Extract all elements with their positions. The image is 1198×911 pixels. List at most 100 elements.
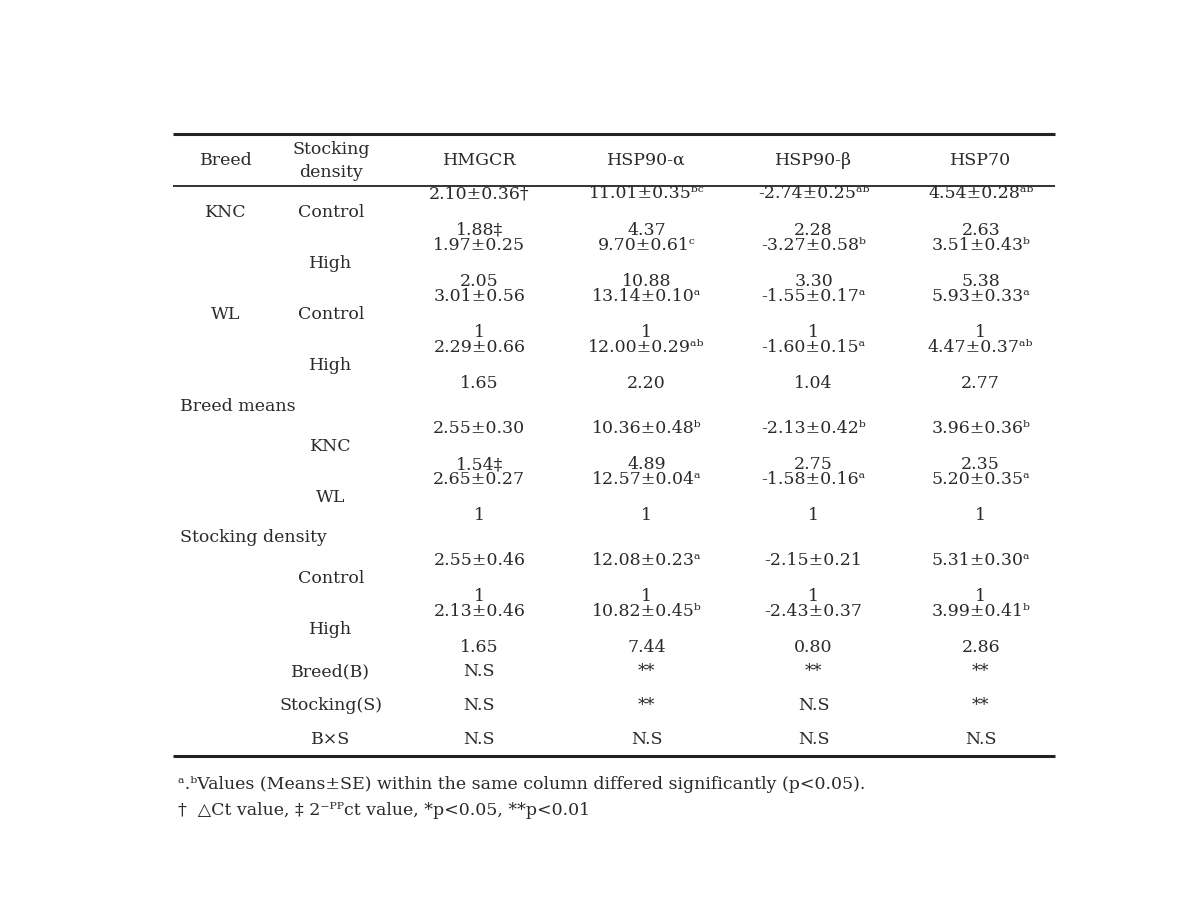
Text: 1.04: 1.04 [794,375,833,393]
Text: 1: 1 [474,507,485,525]
Text: 4.89: 4.89 [628,456,666,473]
Text: Stocking(S): Stocking(S) [279,697,382,714]
Text: 2.77: 2.77 [961,375,1000,393]
Text: **: ** [637,697,655,714]
Text: 1: 1 [641,324,652,342]
Text: 1.65: 1.65 [460,375,498,393]
Text: 11.01±0.35ᵇᶜ: 11.01±0.35ᵇᶜ [588,185,704,202]
Text: 2.35: 2.35 [961,456,1000,473]
Text: **: ** [637,663,655,681]
Text: 2.55±0.46: 2.55±0.46 [434,551,526,568]
Text: N.S: N.S [630,731,662,748]
Text: 10.88: 10.88 [622,273,671,290]
Text: N.S: N.S [464,663,495,681]
Text: WL: WL [316,489,345,507]
Text: Stocking: Stocking [292,141,369,159]
Text: 2.28: 2.28 [794,221,833,239]
Text: KNC: KNC [310,438,351,455]
Text: 2.29±0.66: 2.29±0.66 [434,339,526,356]
Text: High: High [309,357,352,374]
Text: 2.10±0.36†: 2.10±0.36† [429,185,530,202]
Text: 3.99±0.41ᵇ: 3.99±0.41ᵇ [931,603,1030,619]
Text: **: ** [805,663,822,681]
Text: 4.47±0.37ᵃᵇ: 4.47±0.37ᵃᵇ [928,339,1034,356]
Text: 2.55±0.30: 2.55±0.30 [434,420,526,436]
Text: HMGCR: HMGCR [442,151,516,169]
Text: 12.00±0.29ᵃᵇ: 12.00±0.29ᵃᵇ [588,339,704,356]
Text: Breed means: Breed means [181,397,296,415]
Text: 9.70±0.61ᶜ: 9.70±0.61ᶜ [598,237,695,253]
Text: -2.15±0.21: -2.15±0.21 [764,551,863,568]
Text: B×S: B×S [311,731,351,748]
Text: 2.75: 2.75 [794,456,833,473]
Text: -2.74±0.25ᵃᵇ: -2.74±0.25ᵃᵇ [758,185,870,202]
Text: 5.20±0.35ᵃ: 5.20±0.35ᵃ [931,471,1030,488]
Text: HSP70: HSP70 [950,151,1011,169]
Text: 1: 1 [474,324,485,342]
Text: 1: 1 [809,588,819,605]
Text: 13.14±0.10ᵃ: 13.14±0.10ᵃ [592,288,701,305]
Text: 1: 1 [641,507,652,525]
Text: 1.88‡: 1.88‡ [455,221,503,239]
Text: N.S: N.S [464,731,495,748]
Text: ᵃ․ᵇValues (Means±SE) within the same column differed significantly (p<0.05).: ᵃ․ᵇValues (Means±SE) within the same col… [177,775,865,793]
Text: N.S: N.S [798,697,829,714]
Text: **: ** [972,663,990,681]
Text: Control: Control [297,569,364,587]
Text: Stocking density: Stocking density [181,529,327,547]
Text: 1: 1 [809,507,819,525]
Text: -1.55±0.17ᵃ: -1.55±0.17ᵃ [762,288,866,305]
Text: WL: WL [211,306,241,323]
Text: †  △Ct value, ‡ 2⁻ᴾᴾct value, *p<0.05, **p<0.01: † △Ct value, ‡ 2⁻ᴾᴾct value, *p<0.05, **… [177,803,589,819]
Text: HSP90-β: HSP90-β [775,151,852,169]
Text: 3.30: 3.30 [794,273,833,290]
Text: High: High [309,255,352,271]
Text: 2.05: 2.05 [460,273,498,290]
Text: 5.38: 5.38 [961,273,1000,290]
Text: High: High [309,621,352,638]
Text: 4.54±0.28ᵃᵇ: 4.54±0.28ᵃᵇ [928,185,1034,202]
Text: N.S: N.S [464,697,495,714]
Text: -1.60±0.15ᵃ: -1.60±0.15ᵃ [762,339,866,356]
Text: 10.82±0.45ᵇ: 10.82±0.45ᵇ [592,603,701,619]
Text: 5.93±0.33ᵃ: 5.93±0.33ᵃ [931,288,1030,305]
Text: 1: 1 [474,588,485,605]
Text: 0.80: 0.80 [794,640,833,656]
Text: **: ** [972,697,990,714]
Text: 2.63: 2.63 [961,221,1000,239]
Text: HSP90-α: HSP90-α [607,151,685,169]
Text: density: density [298,164,363,181]
Text: N.S: N.S [798,731,829,748]
Text: 5.31±0.30ᵃ: 5.31±0.30ᵃ [931,551,1030,568]
Text: 2.65±0.27: 2.65±0.27 [434,471,526,488]
Text: 1.54‡: 1.54‡ [455,456,503,473]
Text: -3.27±0.58ᵇ: -3.27±0.58ᵇ [761,237,866,253]
Text: 12.08±0.23ᵃ: 12.08±0.23ᵃ [592,551,701,568]
Text: 3.96±0.36ᵇ: 3.96±0.36ᵇ [931,420,1030,436]
Text: Control: Control [297,203,364,220]
Text: 2.20: 2.20 [627,375,666,393]
Text: Breed(B): Breed(B) [291,663,370,681]
Text: 12.57±0.04ᵃ: 12.57±0.04ᵃ [592,471,701,488]
Text: 1: 1 [809,324,819,342]
Text: N.S: N.S [964,731,997,748]
Text: 1.65: 1.65 [460,640,498,656]
Text: Control: Control [297,306,364,323]
Text: 4.37: 4.37 [627,221,666,239]
Text: 1: 1 [975,324,986,342]
Text: 1: 1 [975,507,986,525]
Text: 2.86: 2.86 [962,640,1000,656]
Text: KNC: KNC [205,203,247,220]
Text: 7.44: 7.44 [628,640,666,656]
Text: 1.97±0.25: 1.97±0.25 [434,237,526,253]
Text: 3.51±0.43ᵇ: 3.51±0.43ᵇ [931,237,1030,253]
Text: 1: 1 [975,588,986,605]
Text: Breed: Breed [200,151,253,169]
Text: -2.43±0.37: -2.43±0.37 [764,603,863,619]
Text: 10.36±0.48ᵇ: 10.36±0.48ᵇ [592,420,701,436]
Text: -1.58±0.16ᵃ: -1.58±0.16ᵃ [762,471,866,488]
Text: 3.01±0.56: 3.01±0.56 [434,288,525,305]
Text: 1: 1 [641,588,652,605]
Text: 2.13±0.46: 2.13±0.46 [434,603,525,619]
Text: -2.13±0.42ᵇ: -2.13±0.42ᵇ [761,420,866,436]
